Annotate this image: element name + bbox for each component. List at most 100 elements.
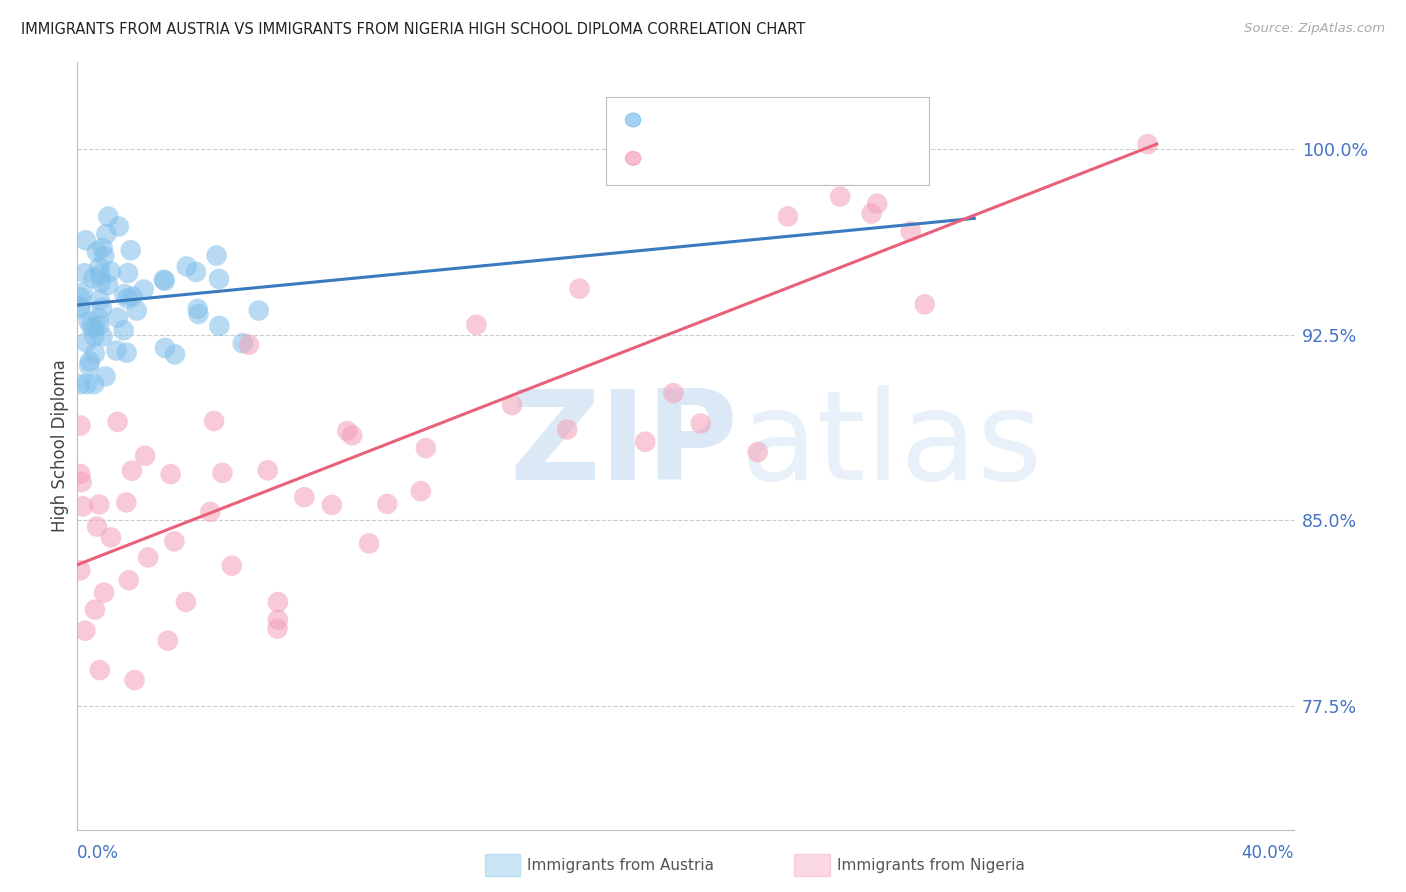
- Point: [866, 196, 889, 211]
- Point: [200, 505, 222, 519]
- Point: [120, 244, 142, 258]
- Point: [87, 311, 110, 326]
- Point: [121, 289, 143, 303]
- Point: [83, 320, 105, 334]
- Point: [256, 463, 278, 477]
- Point: [72, 286, 94, 301]
- Point: [69, 290, 91, 304]
- Point: [83, 329, 105, 343]
- Point: [100, 264, 122, 278]
- Point: [465, 318, 488, 332]
- Text: R = 0.428   N = 55: R = 0.428 N = 55: [665, 149, 858, 168]
- Point: [93, 585, 115, 599]
- Text: Immigrants from Austria: Immigrants from Austria: [527, 858, 714, 872]
- Point: [69, 467, 91, 481]
- Point: [187, 307, 209, 321]
- Point: [117, 266, 139, 280]
- Point: [163, 347, 186, 361]
- Point: [662, 386, 685, 401]
- Point: [152, 273, 174, 287]
- Point: [69, 300, 91, 314]
- Point: [89, 663, 111, 677]
- Point: [69, 563, 91, 577]
- Point: [94, 369, 117, 384]
- Point: [97, 278, 120, 293]
- Point: [72, 500, 94, 514]
- Text: R = 0.247   N = 59: R = 0.247 N = 59: [665, 111, 858, 129]
- Point: [747, 445, 769, 459]
- Point: [77, 359, 100, 373]
- Point: [174, 595, 197, 609]
- Point: [80, 319, 103, 334]
- Point: [208, 272, 231, 286]
- Point: [359, 536, 381, 550]
- Point: [914, 297, 936, 311]
- Point: [121, 464, 143, 478]
- Text: IMMIGRANTS FROM AUSTRIA VS IMMIGRANTS FROM NIGERIA HIGH SCHOOL DIPLOMA CORRELATI: IMMIGRANTS FROM AUSTRIA VS IMMIGRANTS FR…: [21, 22, 806, 37]
- Point: [125, 303, 148, 318]
- Point: [221, 558, 243, 573]
- Point: [238, 337, 260, 351]
- Point: [77, 314, 100, 328]
- Point: [267, 595, 290, 609]
- Point: [208, 318, 231, 333]
- Y-axis label: High School Diploma: High School Diploma: [51, 359, 69, 533]
- Point: [830, 189, 852, 203]
- Text: atlas: atlas: [740, 385, 1042, 507]
- Point: [118, 573, 141, 587]
- Point: [79, 354, 101, 368]
- Point: [156, 633, 179, 648]
- Point: [211, 466, 233, 480]
- FancyBboxPatch shape: [606, 97, 929, 186]
- Point: [73, 266, 96, 280]
- Point: [107, 415, 129, 429]
- Point: [96, 227, 118, 241]
- Point: [89, 260, 111, 275]
- Point: [93, 249, 115, 263]
- Point: [75, 335, 97, 350]
- Point: [84, 602, 107, 616]
- Point: [69, 302, 91, 317]
- Point: [117, 292, 139, 306]
- Point: [89, 293, 111, 307]
- Point: [91, 301, 114, 315]
- Point: [91, 241, 114, 255]
- Point: [90, 276, 112, 290]
- Point: [124, 673, 146, 687]
- Point: [187, 301, 209, 316]
- Point: [76, 377, 98, 392]
- Point: [112, 287, 135, 301]
- Point: [112, 323, 135, 337]
- Point: [75, 624, 97, 638]
- Point: [83, 346, 105, 360]
- Point: [83, 377, 105, 392]
- Point: [409, 484, 432, 499]
- Point: [501, 398, 523, 412]
- Point: [247, 303, 270, 318]
- Point: [336, 424, 359, 438]
- Point: [89, 498, 111, 512]
- Point: [89, 318, 111, 333]
- Point: [91, 329, 114, 343]
- Point: [100, 530, 122, 544]
- Point: [163, 534, 186, 549]
- Point: [267, 613, 290, 627]
- Point: [153, 274, 176, 288]
- Ellipse shape: [626, 152, 641, 165]
- Point: [689, 417, 711, 431]
- Point: [132, 283, 155, 297]
- Point: [97, 210, 120, 224]
- Point: [776, 210, 799, 224]
- Point: [205, 249, 228, 263]
- Point: [159, 467, 181, 482]
- Point: [86, 519, 108, 533]
- Point: [232, 336, 254, 351]
- Point: [292, 490, 315, 504]
- Point: [202, 414, 225, 428]
- Point: [266, 622, 288, 636]
- Point: [115, 495, 138, 509]
- Point: [108, 219, 131, 234]
- Point: [115, 345, 138, 359]
- Point: [321, 498, 343, 512]
- Point: [176, 260, 198, 274]
